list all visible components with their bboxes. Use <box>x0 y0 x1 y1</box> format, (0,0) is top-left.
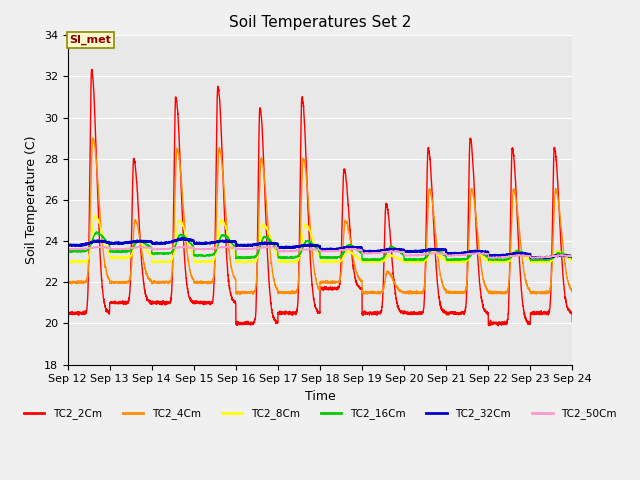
TC2_50Cm <box>495 255 503 261</box>
TC2_32Cm <box>240 242 248 248</box>
TC2_4Cm <box>293 289 301 295</box>
TC2_8Cm <box>91 213 99 219</box>
TC2_16Cm <box>538 257 545 263</box>
TC2_50Cm <box>222 244 230 250</box>
TC2_2Cm <box>293 310 301 315</box>
TC2_2Cm <box>538 311 545 316</box>
TC2_8Cm <box>64 259 72 265</box>
TC2_4Cm <box>64 279 72 285</box>
TC2_2Cm <box>64 310 72 315</box>
X-axis label: Time: Time <box>305 390 335 403</box>
TC2_32Cm <box>540 254 547 260</box>
TC2_2Cm <box>540 311 547 317</box>
TC2_50Cm <box>64 246 72 252</box>
TC2_8Cm <box>240 259 248 264</box>
TC2_4Cm <box>538 289 545 295</box>
TC2_32Cm <box>538 254 545 260</box>
Legend: TC2_2Cm, TC2_4Cm, TC2_8Cm, TC2_16Cm, TC2_32Cm, TC2_50Cm: TC2_2Cm, TC2_4Cm, TC2_8Cm, TC2_16Cm, TC2… <box>19 404 621 423</box>
TC2_50Cm <box>454 252 461 258</box>
Line: TC2_2Cm: TC2_2Cm <box>68 70 572 326</box>
TC2_4Cm <box>249 291 257 297</box>
TC2_50Cm <box>348 246 356 252</box>
TC2_32Cm <box>179 236 186 241</box>
TC2_4Cm <box>454 290 461 296</box>
TC2_4Cm <box>540 289 547 295</box>
TC2_50Cm <box>240 246 248 252</box>
TC2_8Cm <box>249 260 257 266</box>
Title: Soil Temperatures Set 2: Soil Temperatures Set 2 <box>229 15 411 30</box>
TC2_4Cm <box>568 289 576 295</box>
TC2_32Cm <box>293 244 301 250</box>
Y-axis label: Soil Temperature (C): Soil Temperature (C) <box>25 136 38 264</box>
TC2_16Cm <box>293 254 301 260</box>
Line: TC2_8Cm: TC2_8Cm <box>68 216 572 263</box>
Line: TC2_50Cm: TC2_50Cm <box>68 247 572 258</box>
TC2_16Cm <box>64 249 72 255</box>
Line: TC2_16Cm: TC2_16Cm <box>68 232 572 261</box>
TC2_32Cm <box>348 245 356 251</box>
Line: TC2_4Cm: TC2_4Cm <box>68 138 572 294</box>
TC2_32Cm <box>541 255 548 261</box>
TC2_2Cm <box>494 323 502 329</box>
TC2_32Cm <box>454 251 461 257</box>
Text: SI_met: SI_met <box>70 35 111 45</box>
TC2_2Cm <box>454 310 461 315</box>
TC2_8Cm <box>540 259 547 265</box>
TC2_4Cm <box>349 250 356 255</box>
TC2_2Cm <box>568 319 576 324</box>
TC2_16Cm <box>540 256 547 262</box>
TC2_16Cm <box>92 229 100 235</box>
TC2_8Cm <box>293 258 301 264</box>
TC2_4Cm <box>240 290 248 296</box>
TC2_50Cm <box>568 255 576 261</box>
TC2_2Cm <box>348 253 356 259</box>
TC2_8Cm <box>349 251 356 256</box>
TC2_50Cm <box>293 248 301 254</box>
TC2_4Cm <box>89 135 97 141</box>
TC2_32Cm <box>64 242 72 248</box>
TC2_2Cm <box>88 67 95 72</box>
TC2_16Cm <box>454 256 461 262</box>
TC2_16Cm <box>568 256 576 262</box>
TC2_32Cm <box>568 255 576 261</box>
TC2_50Cm <box>540 254 547 260</box>
TC2_2Cm <box>240 321 248 326</box>
TC2_16Cm <box>240 255 248 261</box>
TC2_50Cm <box>538 254 545 260</box>
TC2_16Cm <box>348 242 356 248</box>
TC2_8Cm <box>538 259 545 265</box>
TC2_16Cm <box>527 258 535 264</box>
TC2_8Cm <box>568 259 576 264</box>
TC2_8Cm <box>454 259 461 265</box>
Line: TC2_32Cm: TC2_32Cm <box>68 239 572 258</box>
